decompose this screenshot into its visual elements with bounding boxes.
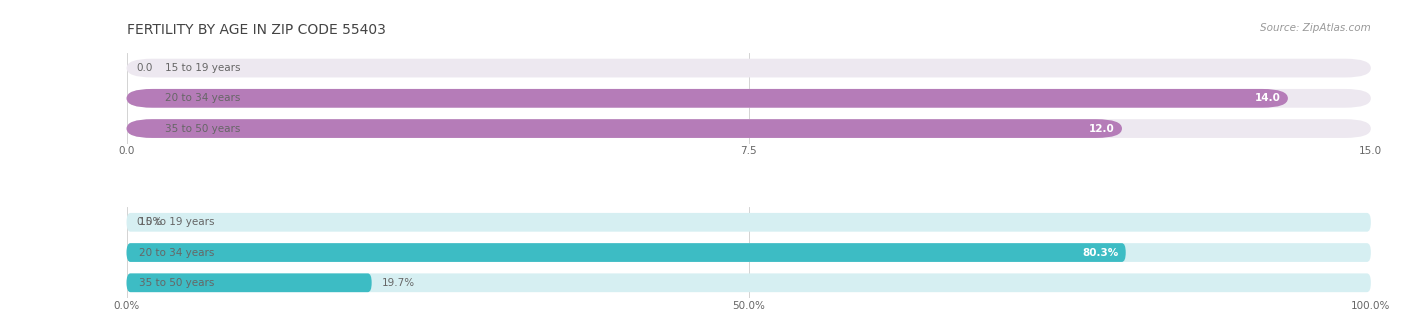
Text: 0.0%: 0.0% [136,217,163,227]
FancyBboxPatch shape [127,243,1126,262]
FancyBboxPatch shape [127,89,1371,108]
FancyBboxPatch shape [127,119,1371,138]
Text: 12.0: 12.0 [1088,123,1115,134]
Text: Source: ZipAtlas.com: Source: ZipAtlas.com [1260,23,1371,33]
FancyBboxPatch shape [127,89,1288,108]
Text: FERTILITY BY AGE IN ZIP CODE 55403: FERTILITY BY AGE IN ZIP CODE 55403 [127,23,385,37]
Text: 0.0: 0.0 [136,63,153,73]
FancyBboxPatch shape [127,59,1371,77]
Text: 20 to 34 years: 20 to 34 years [165,93,240,103]
Text: 80.3%: 80.3% [1083,248,1118,258]
FancyBboxPatch shape [127,273,1371,292]
FancyBboxPatch shape [127,119,1122,138]
Text: 14.0: 14.0 [1254,93,1281,103]
Text: 15 to 19 years: 15 to 19 years [165,63,240,73]
FancyBboxPatch shape [127,273,371,292]
Text: 35 to 50 years: 35 to 50 years [165,123,240,134]
Text: 19.7%: 19.7% [381,278,415,288]
FancyBboxPatch shape [127,213,1371,232]
Text: 15 to 19 years: 15 to 19 years [139,217,214,227]
FancyBboxPatch shape [127,243,1371,262]
Text: 35 to 50 years: 35 to 50 years [139,278,214,288]
Text: 20 to 34 years: 20 to 34 years [139,248,214,258]
